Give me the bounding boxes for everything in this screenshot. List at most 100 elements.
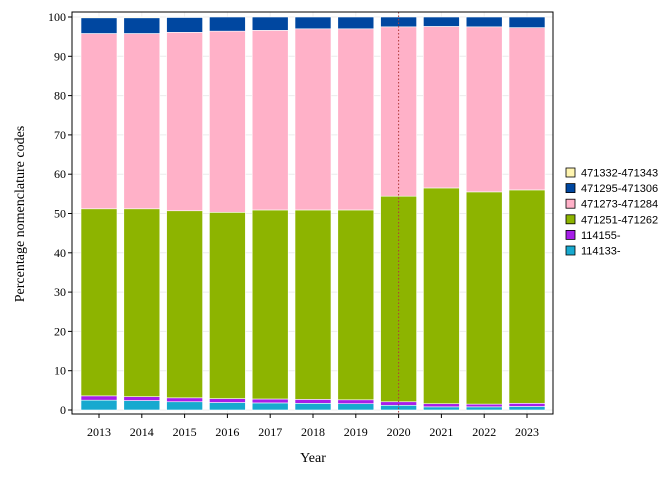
bar-segment (337, 16, 375, 30)
bar-segment (209, 16, 246, 32)
y-tick-label: 80 (54, 89, 66, 103)
legend-item: 114155- (565, 229, 621, 242)
bar-stack-2019 (337, 16, 375, 411)
bar-segment (166, 17, 203, 33)
x-tick-label: 2015 (173, 425, 197, 439)
bar-segment (508, 16, 546, 28)
bar-segment (508, 27, 546, 191)
bar-segment (508, 189, 546, 404)
legend-item: 471251-471262 (565, 214, 658, 226)
bar-segment (80, 33, 118, 210)
y-tick-label: 10 (54, 364, 66, 378)
bar-segment (209, 212, 246, 399)
bar-segment (80, 16, 118, 19)
x-tick-label: 2021 (429, 425, 453, 439)
bar-segment (209, 30, 246, 213)
x-tick-label: 2013 (87, 425, 111, 439)
bar-segment (209, 402, 246, 411)
bar-segment (251, 16, 289, 31)
bar-segment (123, 396, 161, 401)
bar-segment (251, 402, 289, 411)
bar-stack-2023 (508, 16, 546, 411)
bar-segment (123, 33, 161, 210)
y-axis-ticks: 0 10 20 30 40 50 60 70 80 90 100 (48, 10, 72, 417)
bar-segment (465, 406, 503, 411)
x-tick-label: 2022 (472, 425, 496, 439)
bar-segment (337, 403, 375, 411)
y-tick-label: 30 (54, 285, 66, 299)
y-tick-label: 60 (54, 167, 66, 181)
bar-segment (251, 30, 289, 211)
y-tick-label: 70 (54, 128, 66, 142)
bar-stack-2014 (123, 16, 161, 411)
legend-label: 114133- (581, 246, 621, 258)
legend-swatch (565, 229, 576, 240)
y-tick-label: 40 (54, 246, 66, 260)
legend-label: 114155- (581, 230, 621, 242)
legend-label: 471251-471262 (581, 214, 658, 226)
bar-segment (123, 400, 161, 411)
legend-item: 114133- (565, 246, 621, 258)
y-tick-label: 50 (54, 207, 66, 221)
x-tick-label: 2019 (344, 425, 368, 439)
bar-segment (423, 403, 460, 408)
bar-segment (465, 191, 503, 405)
bar-segment (251, 398, 289, 404)
bar-segment (166, 397, 203, 403)
bar-segment (294, 403, 332, 411)
bar-segment (423, 406, 460, 411)
x-tick-label: 2020 (387, 425, 411, 439)
x-tick-label: 2016 (215, 425, 239, 439)
bar-segment (423, 16, 460, 27)
bar-segment (294, 28, 332, 211)
bar-segment (465, 16, 503, 28)
legend-item: 471273-471284 (565, 199, 658, 211)
bar-stack-2018 (294, 16, 332, 411)
legend-swatch (565, 167, 576, 178)
bar-segment (337, 209, 375, 401)
x-tick-label: 2023 (515, 425, 539, 439)
bar-stack-2021 (423, 16, 460, 411)
bar-segment (166, 210, 203, 399)
bar-segment (166, 32, 203, 212)
x-tick-label: 2018 (301, 425, 325, 439)
bar-stack-2016 (209, 16, 246, 411)
bar-stack-2013 (80, 16, 118, 411)
legend-item: 471332-471343 (565, 167, 658, 180)
bar-segment (123, 208, 161, 397)
bar-segment (80, 208, 118, 397)
legend-label: 471332-471343 (581, 168, 658, 180)
bar-segment (508, 406, 546, 411)
bar-segment (508, 403, 546, 407)
bar-stack-2022 (465, 16, 503, 411)
bar-segment (423, 26, 460, 189)
bar-segment (380, 16, 417, 28)
bar-stack-2015 (166, 16, 203, 411)
bar-segment (465, 26, 503, 193)
y-tick-label: 100 (48, 10, 66, 24)
bar-segment (123, 16, 161, 19)
legend-swatch (565, 183, 576, 194)
legend-swatch (565, 214, 576, 225)
x-axis-ticks: 2013 2014 2015 2016 2017 2018 2019 2020 2021 2022… (87, 414, 539, 439)
bar-segment (80, 17, 118, 34)
x-tick-label: 2014 (130, 425, 154, 439)
x-tick-label: 2017 (258, 425, 282, 439)
bar-segment (337, 28, 375, 211)
legend-item: 471295-471306 (565, 183, 658, 195)
bar-segment (465, 403, 503, 408)
bar-stack-2017 (251, 16, 289, 411)
bar-segment (251, 209, 289, 400)
bar-stacks (80, 16, 546, 411)
bar-segment (337, 399, 375, 405)
y-tick-label: 0 (60, 403, 66, 417)
bar-segment (80, 399, 118, 411)
legend: 471332-471343 471295-471306 471273-471284 4… (565, 167, 658, 258)
bar-segment (380, 195, 417, 403)
x-axis-title: Year (300, 451, 326, 466)
bar-segment (80, 395, 118, 401)
y-tick-label: 90 (54, 49, 66, 63)
bar-segment (294, 16, 332, 30)
